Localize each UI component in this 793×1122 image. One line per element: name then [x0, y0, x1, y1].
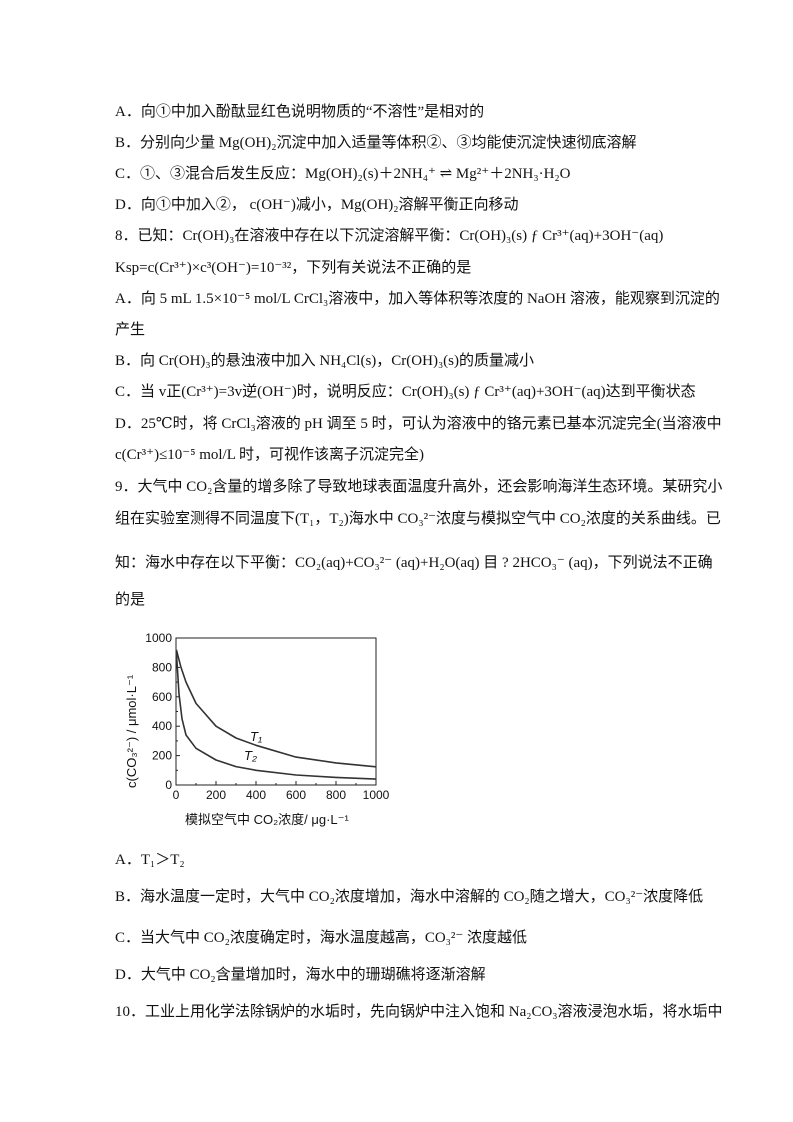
y-axis-label: c(CO₃²⁻) / μmol·L⁻¹ — [124, 674, 139, 788]
series-line-2 — [175, 652, 377, 780]
y-tick-label: 200 — [152, 749, 172, 763]
x-tick-label: 200 — [206, 788, 226, 802]
y-tick-label: 400 — [152, 719, 172, 733]
q9-stem-4: 的是 — [115, 592, 146, 608]
q9-option-b: B．海水温度一定时，大气中 CO₂浓度增加，海水中溶解的 CO₂随之增大，CO₃… — [115, 889, 704, 905]
q8-stem-2: Ksp=c(Cr³⁺)×c³(OH⁻)=10⁻³²，下列有关说法不正确的是 — [115, 260, 472, 276]
x-tick-label: 0 — [173, 788, 180, 802]
x-tick-label: 600 — [286, 788, 306, 802]
q9-option-c: C．当大气中 CO₂浓度确定时，海水温度越高，CO₃²⁻ 浓度越低 — [115, 930, 528, 946]
q9-stem-3: 知：海水中存在以下平衡：CO₂(aq)+CO₃²⁻ (aq)+H₂O(aq) 目… — [115, 555, 713, 571]
q9-stem-1: 9．大气中 CO₂含量的增多除了导致地球表面温度升高外，还会影响海洋生态环境。某… — [115, 479, 723, 495]
q9-stem-2: 组在实验室测得不同温度下(T₁，T₂)海水中 CO₃²⁻浓度与模拟空气中 CO₂… — [115, 511, 721, 527]
q8-option-a: A．向 5 mL 1.5×10⁻⁵ mol/L CrCl₃溶液中，加入等体积等浓… — [115, 291, 720, 307]
plot-frame — [175, 637, 377, 786]
x-tick-label: 400 — [246, 788, 266, 802]
q8-option-c: C．当 v正(Cr³⁺)=3v逆(OH⁻)时，说明反应：Cr(OH)₃(s) ƒ… — [115, 384, 696, 400]
q7-option-c: C．①、③混合后发生反应：Mg(OH)₂(s)＋2NH₄⁺ ⇌ Mg²⁺＋2NH… — [115, 166, 571, 182]
q8-option-d: D．25℃时，将 CrCl₃溶液的 pH 调至 5 时，可认为溶液中的铬元素已基… — [115, 416, 722, 432]
q8-option-a-cont: 产生 — [115, 322, 146, 338]
q7-option-b: B．分别向少量 Mg(OH)₂沉淀中加入适量等体积②、③均能使沉淀快速彻底溶解 — [115, 135, 637, 151]
series-label-1: T₁ — [250, 729, 262, 744]
q7-option-a: A．向①中加入酚酞显红色说明物质的“不溶性”是相对的 — [115, 104, 485, 120]
x-tick-label: 1000 — [363, 788, 390, 802]
y-tick-label: 800 — [152, 660, 172, 674]
x-axis-label: 模拟空气中 CO₂浓度/ μg·L⁻¹ — [185, 812, 350, 827]
x-tick-label: 800 — [326, 788, 346, 802]
series-label-2: T₂ — [244, 748, 257, 763]
y-tick-label: 0 — [165, 778, 172, 792]
y-tick-label: 600 — [152, 690, 172, 704]
q8-option-b: B．向 Cr(OH)₃的悬浊液中加入 NH₄Cl(s)，Cr(OH)₃(s)的质… — [115, 353, 534, 369]
series-line-1 — [175, 649, 377, 768]
q9-option-a: A．T₁＞T₂ — [115, 852, 185, 868]
q7-option-d: D．向①中加入②， c(OH⁻)减小，Mg(OH)₂溶解平衡正向移动 — [115, 197, 519, 213]
q9-option-d: D．大气中 CO₂含量增加时，海水中的珊瑚礁将逐渐溶解 — [115, 967, 486, 983]
q8-option-d-cont: c(Cr³⁺)≤10⁻⁵ mol/L 时，可视作该离子沉淀完全) — [115, 447, 425, 463]
q8-stem-1: 8．已知：Cr(OH)₃在溶液中存在以下沉淀溶解平衡：Cr(OH)₃(s) ƒ … — [115, 228, 664, 244]
y-tick-label: 1000 — [145, 631, 172, 645]
q10-stem: 10．工业上用化学法除锅炉的水垢时，先向锅炉中注入饱和 Na₂CO₃溶液浸泡水垢… — [115, 1004, 723, 1020]
